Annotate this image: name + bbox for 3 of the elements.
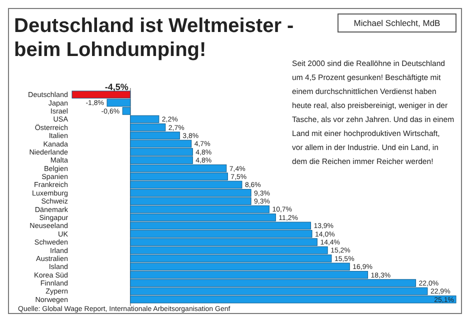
chart-title: Deutschland ist Weltmeister - beim Lohndumping! — [14, 15, 294, 61]
text: Michael Schlecht, MdB — [354, 18, 441, 28]
data-label: -4,5% — [104, 82, 128, 92]
